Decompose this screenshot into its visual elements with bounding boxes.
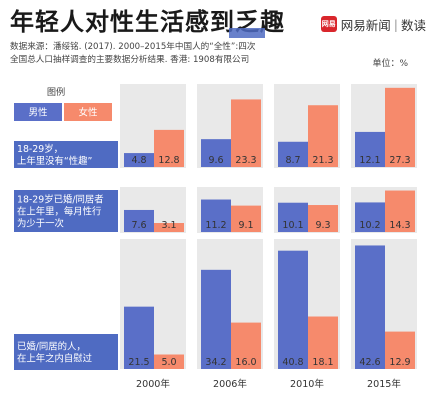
brand-sub: 数读	[400, 17, 426, 33]
bar-2-male-1	[124, 209, 154, 232]
row-label-2-line-3: 为少于一次	[17, 218, 64, 230]
bar-2-male-4	[355, 202, 385, 232]
data-label-2-male-1: 7.6	[131, 220, 146, 231]
title-highlight	[229, 28, 265, 38]
data-label-1-female-3: 21.3	[312, 155, 333, 166]
brand-logo-icon: 网易	[320, 16, 337, 32]
bar-3-female-4	[385, 331, 415, 369]
unit-label: 单位：%	[372, 59, 408, 69]
legend-label-female: 女性	[78, 107, 98, 119]
x-tick-3: 2010年	[290, 378, 324, 390]
data-label-2-male-2: 11.2	[205, 220, 226, 231]
bar-1-male-3	[278, 141, 308, 167]
row-label-1-line-1: 18-29岁，	[17, 143, 63, 155]
data-label-2-female-4: 14.3	[389, 220, 410, 231]
data-label-1-female-2: 23.3	[235, 155, 256, 166]
data-label-3-male-3: 40.8	[282, 357, 303, 368]
bar-1-female-1	[154, 129, 184, 167]
data-label-2-female-2: 9.1	[238, 220, 253, 231]
brand-separator: |	[393, 16, 398, 32]
legend-title: 图例	[47, 86, 65, 98]
row-label-2-line-2: 在上年里，每月性行	[17, 206, 101, 218]
bar-1-male-4	[355, 131, 385, 167]
bar-1-female-3	[308, 105, 338, 167]
data-label-2-female-1: 3.1	[161, 220, 176, 231]
bar-3-male-2	[201, 269, 231, 369]
data-label-1-female-4: 27.3	[389, 155, 410, 166]
bar-2-female-3	[308, 205, 338, 232]
data-label-3-male-2: 34.2	[205, 357, 226, 368]
row-label-1-line-2: 上年里没有“性趣”	[17, 155, 92, 167]
bar-3-male-4	[355, 245, 385, 369]
source-line-1: 数据来源：潘绥铭. (2017). 2000–2015年中国人的“全性”:四次	[10, 42, 256, 52]
data-source: 数据来源：潘绥铭. (2017). 2000–2015年中国人的“全性”:四次 …	[10, 41, 255, 67]
bar-3-female-3	[308, 316, 338, 369]
bar-1-female-4	[385, 87, 415, 167]
x-tick-2: 2006年	[213, 378, 247, 390]
panel-separator-1	[0, 168, 434, 187]
bar-2-female-2	[231, 205, 261, 232]
bar-3-female-2	[231, 322, 261, 369]
bar-2-male-2	[201, 199, 231, 232]
data-label-2-male-3: 10.1	[282, 220, 303, 231]
bar-1-female-2	[231, 99, 261, 167]
data-label-3-male-1: 21.5	[128, 357, 149, 368]
data-label-1-male-3: 8.7	[285, 155, 300, 166]
x-tick-4: 2015年	[367, 378, 401, 390]
data-label-3-male-4: 42.6	[359, 357, 380, 368]
bar-1-male-2	[201, 139, 231, 167]
data-label-1-male-4: 12.1	[359, 155, 380, 166]
data-label-1-male-1: 4.8	[131, 155, 146, 166]
legend-label-male: 男性	[28, 107, 48, 119]
data-label-3-female-2: 16.0	[235, 357, 256, 368]
bar-2-male-3	[278, 202, 308, 232]
row-label-2-line-1: 18-29岁已婚/同居者	[17, 194, 104, 206]
bar-3-male-1	[124, 306, 154, 369]
data-label-3-female-1: 5.0	[161, 357, 176, 368]
brand[interactable]: 网易 网易新闻 | 数读	[320, 14, 426, 34]
row-label-box-1	[14, 141, 118, 168]
bar-2-female-1	[154, 223, 184, 232]
bar-3-male-3	[278, 250, 308, 369]
row-label-box-2	[14, 190, 118, 232]
bar-1-male-1	[124, 153, 154, 167]
legend-swatch-female	[64, 103, 112, 121]
brand-name: 网易新闻	[340, 17, 391, 33]
row-label-3-line-1: 已婚/同居的人，	[17, 341, 86, 353]
source-line-2: 全国总人口抽样调查的主要数据分析结果. 香港: 1908有限公司	[10, 55, 250, 65]
x-tick-1: 2000年	[136, 378, 170, 390]
data-label-2-male-4: 10.2	[359, 220, 380, 231]
legend-swatch-male	[14, 103, 62, 121]
row-label-3-line-2: 在上年之内自慰过	[17, 353, 93, 365]
bar-3-female-1	[154, 354, 184, 369]
data-label-1-male-2: 9.6	[208, 155, 223, 166]
row-label-box-3	[14, 334, 118, 370]
data-label-3-female-3: 18.1	[312, 357, 333, 368]
data-label-3-female-4: 12.9	[389, 357, 410, 368]
data-label-2-female-3: 9.3	[315, 220, 330, 231]
data-label-1-female-1: 12.8	[158, 155, 179, 166]
bar-2-female-4	[385, 190, 415, 232]
panel-separator-2	[0, 233, 434, 239]
